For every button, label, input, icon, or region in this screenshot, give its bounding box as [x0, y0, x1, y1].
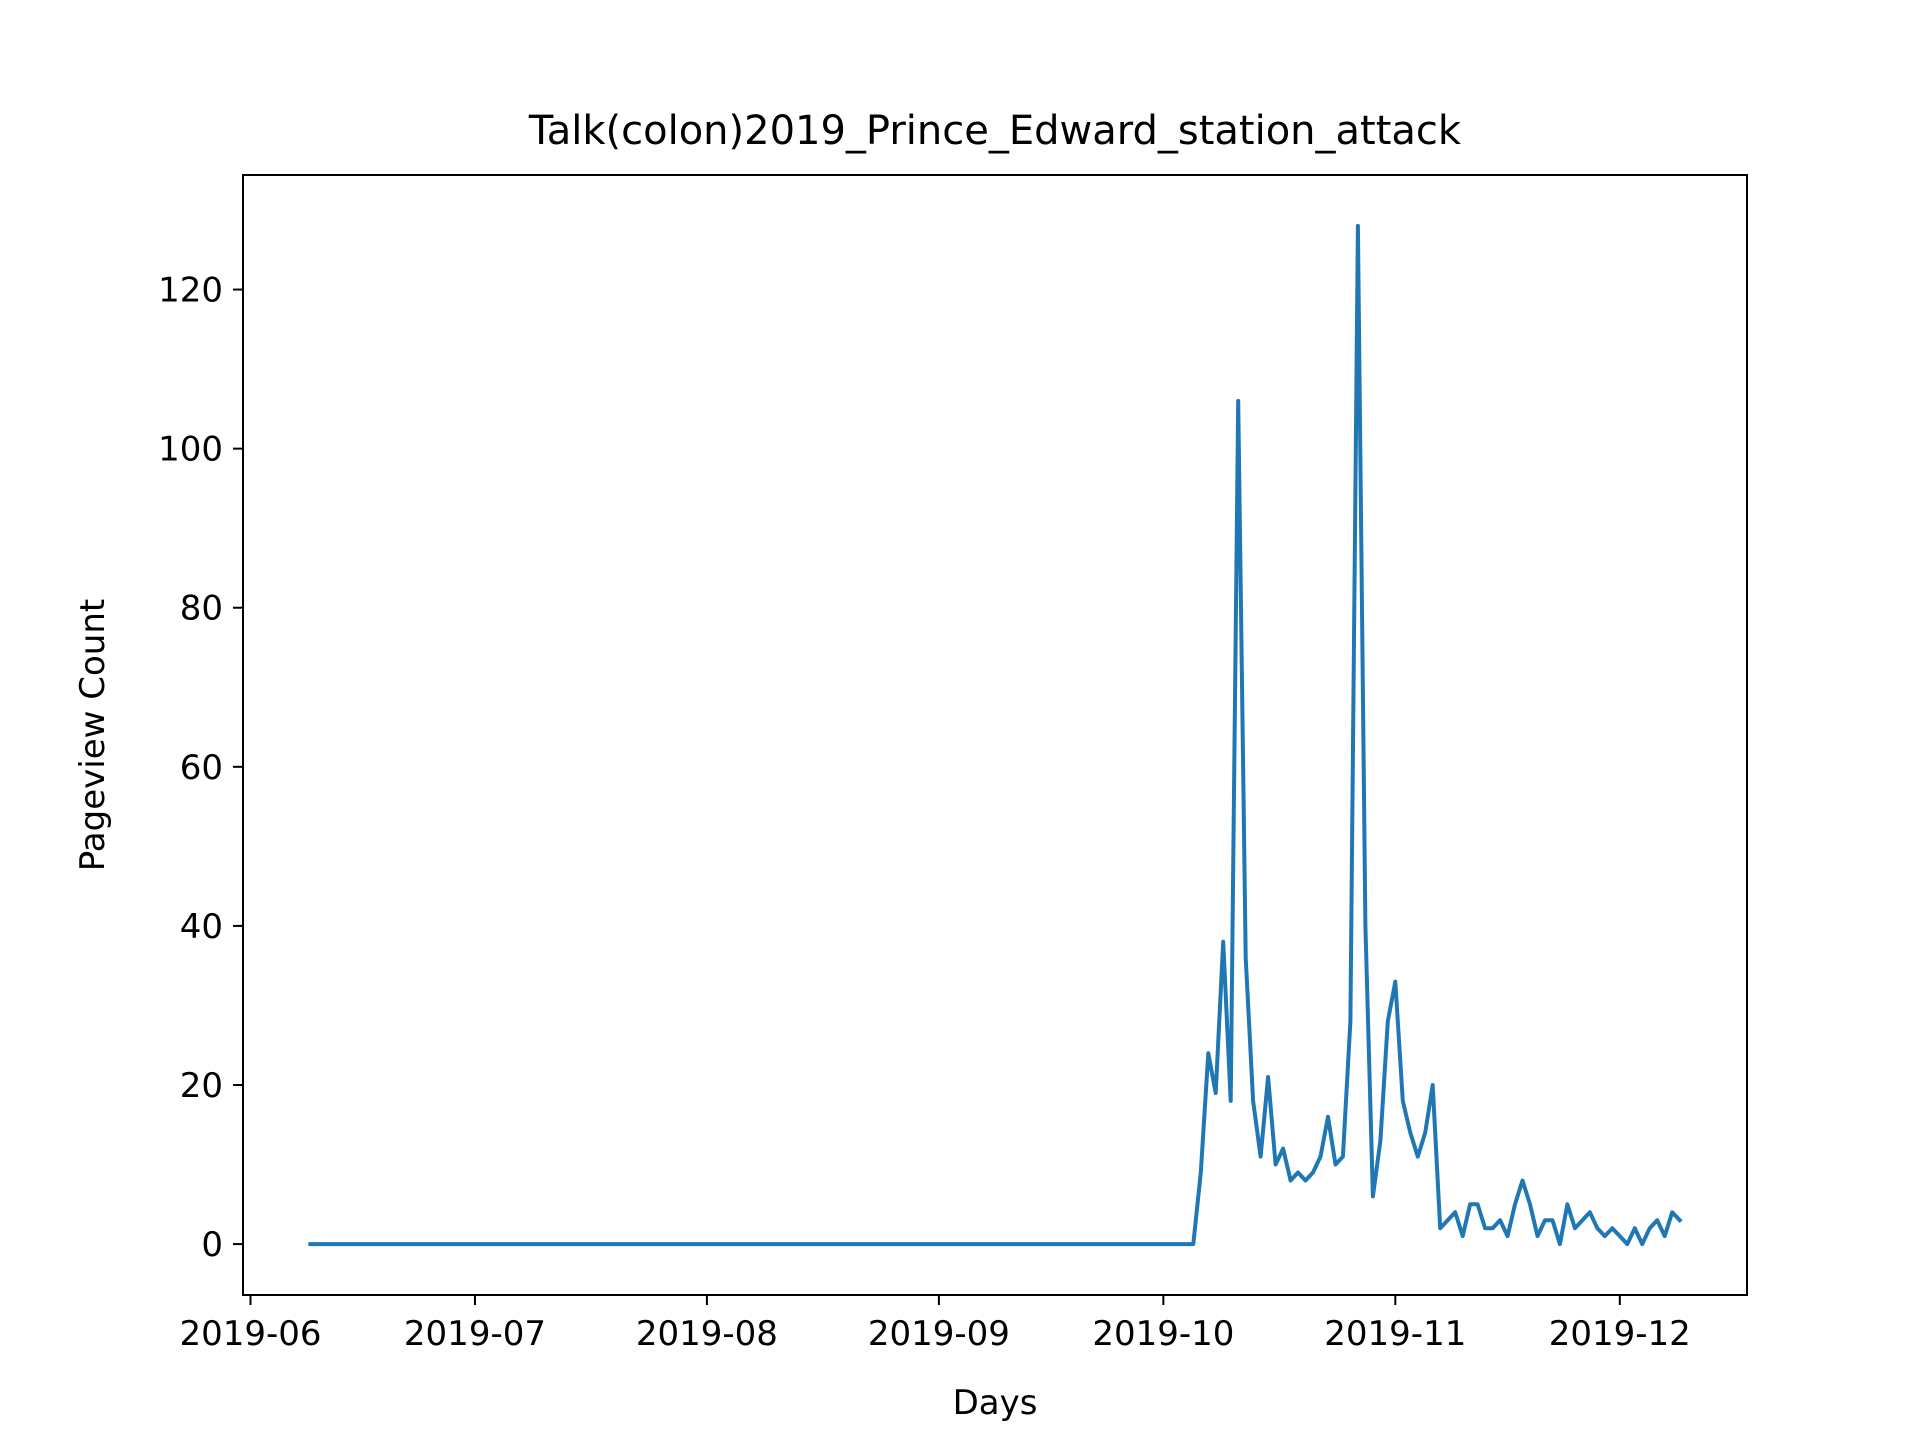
y-tick-label: 120 [158, 271, 223, 311]
chart-title: Talk(colon)2019_Prince_Edward_station_at… [528, 108, 1462, 154]
y-tick-label: 0 [201, 1225, 223, 1265]
y-axis-label: Pageview Count [73, 599, 113, 871]
series-line-0 [308, 223, 1683, 1247]
y-tick-label: 80 [180, 589, 223, 629]
x-tick-label: 2019-07 [404, 1314, 546, 1354]
x-tick-label: 2019-09 [868, 1314, 1010, 1354]
x-tick-label: 2019-08 [636, 1314, 778, 1354]
plot-area [308, 223, 1683, 1247]
x-axis-label: Days [953, 1383, 1038, 1423]
x-tick-label: 2019-10 [1092, 1314, 1234, 1354]
y-tick-label: 20 [180, 1066, 223, 1106]
x-axis: 2019-06 2019-07 2019-08 2019-09 2019-10 2019-… [179, 1295, 1691, 1354]
y-tick-label: 60 [180, 748, 223, 788]
y-axis: 0 20 40 60 80 100 120 [158, 271, 243, 1265]
x-tick-label: 2019-11 [1324, 1314, 1466, 1354]
x-tick-label: 2019-06 [179, 1314, 321, 1354]
x-tick-label: 2019-12 [1549, 1314, 1691, 1354]
plot-frame [242, 174, 1748, 1296]
y-tick-label: 40 [180, 907, 223, 947]
y-tick-label: 100 [158, 430, 223, 470]
